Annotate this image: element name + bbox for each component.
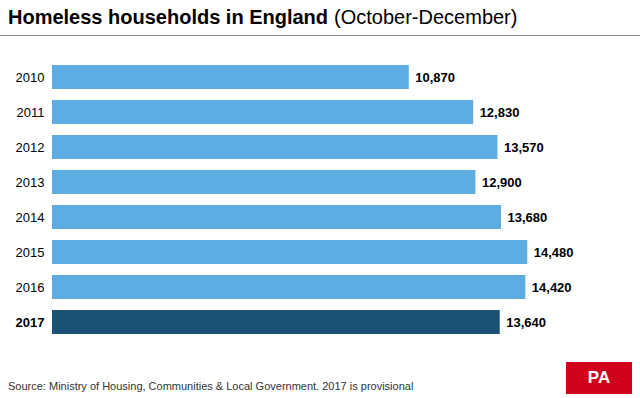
svg-text:13,680: 13,680 xyxy=(508,210,548,225)
svg-text:2012: 2012 xyxy=(16,140,45,155)
html-text:PA: PA xyxy=(587,368,611,387)
svg-text:2010: 2010 xyxy=(16,70,45,85)
svg-text:2011: 2011 xyxy=(17,105,45,120)
svg-text:12,830: 12,830 xyxy=(480,105,520,120)
svg-text:2013: 2013 xyxy=(16,175,45,190)
svg-text:2014: 2014 xyxy=(16,210,45,225)
svg-text:13,640: 13,640 xyxy=(506,315,546,330)
svg-text:14,480: 14,480 xyxy=(534,245,574,260)
html-text:Homeless households in England: Homeless households in England (October-… xyxy=(8,6,518,28)
svg-text:2016: 2016 xyxy=(16,280,45,295)
svg-text:2017: 2017 xyxy=(16,315,45,330)
svg-text:13,570: 13,570 xyxy=(504,140,544,155)
svg-text:12,900: 12,900 xyxy=(482,175,522,190)
svg-text:2015: 2015 xyxy=(16,245,45,260)
svg-text:10,870: 10,870 xyxy=(415,70,455,85)
html-text:Source: Ministry of Housing, C: Source: Ministry of Housing, Communities… xyxy=(8,380,414,392)
svg-text:14,420: 14,420 xyxy=(532,280,572,295)
